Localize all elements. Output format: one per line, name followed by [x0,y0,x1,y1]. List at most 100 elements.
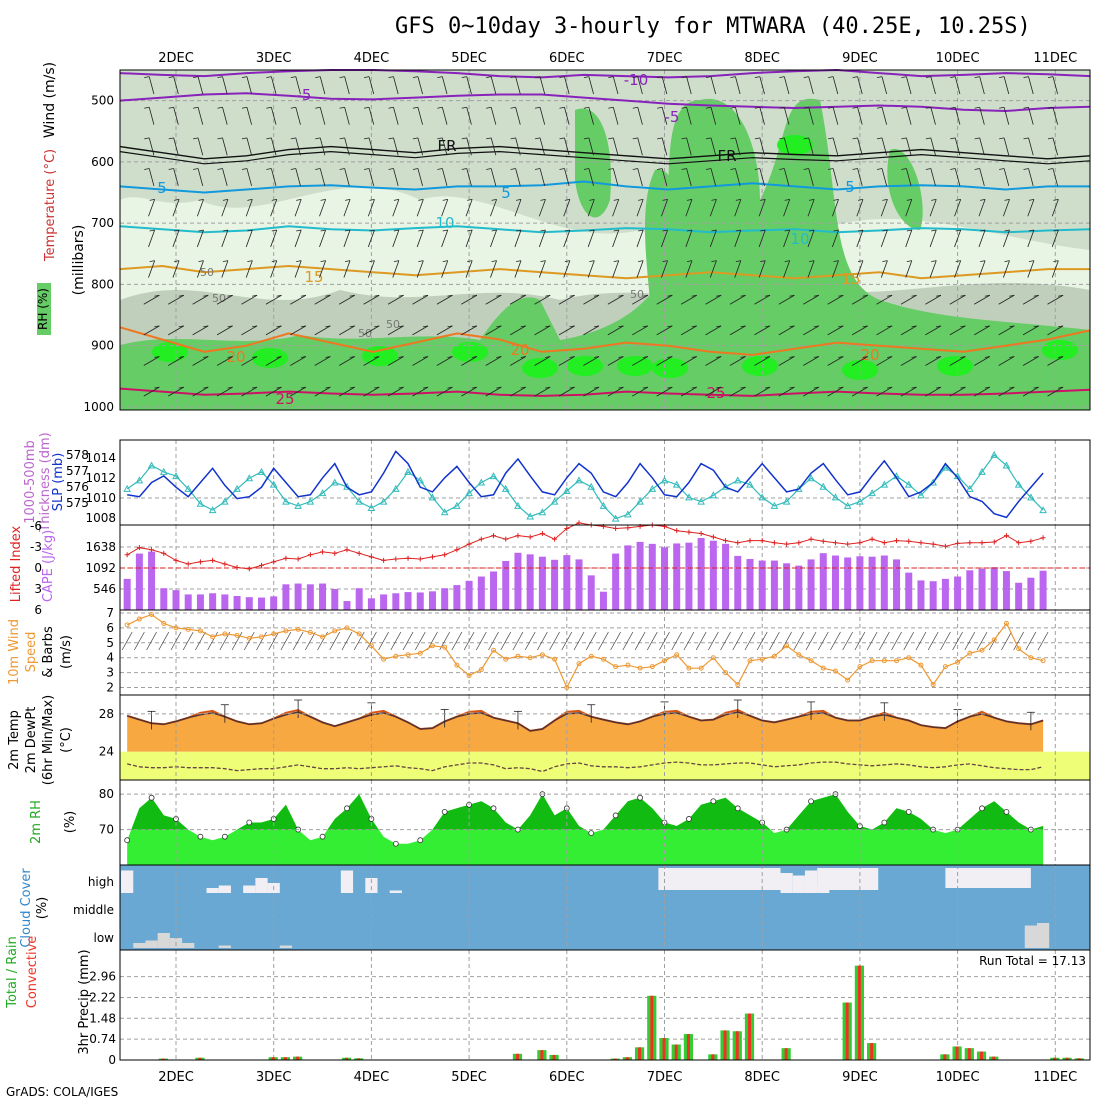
wind-barb [368,137,375,156]
wind-barb [978,199,986,217]
wind10-point [588,653,594,659]
slp-axis-label: SLP (mb) [51,453,66,512]
thickness-point [1027,493,1035,501]
wind10-point [210,634,216,640]
wind-barb-flag [779,106,785,109]
wind-barb [832,260,839,278]
li-point [967,540,973,546]
thickness-point [904,480,913,488]
wind-barb-flag [589,198,595,201]
wind-barb [856,199,864,217]
wind-barb [783,168,790,187]
wind-barb [192,386,209,397]
thickness-point [990,450,999,458]
wind-barb-flag [760,198,766,201]
wind-barb [1022,356,1039,366]
li-point [832,540,838,546]
wind-barb [705,386,722,397]
wind-barb [759,107,765,125]
wind10-point [967,650,973,656]
wind-barb-flag [828,106,834,109]
li-point [625,525,631,531]
cape-bar [807,559,815,610]
wind-barb-flag [906,260,912,263]
cape-bar [294,583,302,610]
wind-barb-flag [803,137,809,140]
thickness-point [672,480,681,488]
wind-barb-flag [705,168,712,170]
rh2m-point [197,833,204,840]
cape-bar [758,560,766,610]
wind-barb [632,325,649,336]
wind-barb [1052,137,1059,156]
wind-barb-flag [657,137,663,140]
wind-barb-flag [716,356,722,358]
wind10-barb [708,631,719,651]
isotherm-label: 25 [706,384,725,402]
wind10-barb [695,631,707,651]
wind-barb-flag [168,168,174,170]
wind10-barb [329,631,341,651]
wind-barb [734,229,742,248]
wind-barb [857,107,863,125]
cape-bar [734,555,742,610]
wind-barb [1003,107,1010,125]
precip-convective-bar [650,995,654,1060]
cape-bar [367,598,375,610]
wind-barb [197,168,204,187]
wind-barb [417,76,423,95]
upper-wind-barbs [143,76,1064,397]
wind-barb [294,199,302,217]
wind-barb-flag [1028,260,1035,263]
wind-barb-flag [315,168,321,170]
isotherm-line [119,326,1091,356]
wind10-point [991,637,997,643]
cape-bar [135,553,143,610]
wind-barb-flag [251,294,258,297]
wind10-tick-label: 6 [106,621,114,635]
wind-barb-flag [227,325,233,328]
panels-group: 2DEC 2DEC 3DEC 3DEC 4DEC 4DEC 5DEC 5DEC 6DEC 6DEC… [5,51,1091,1085]
wind10-point [613,664,619,670]
wind-barb-flag [534,76,541,79]
wind-barb [197,137,204,156]
wind-barb [636,260,644,278]
wind-barb-flag [344,260,351,263]
wind-barb-flag [1023,137,1029,140]
precip-convective-bar [980,1051,984,1060]
wind10-point [136,616,142,622]
wind-barb-flag [882,229,888,232]
dewpt2m-axis-label: 2m DewPt [24,707,39,774]
wind-barb-flag [608,168,614,170]
thickness-point [184,484,193,492]
wind10-tick-label: 5 [106,636,114,650]
wind-barb-flag [266,106,272,109]
wind-barb-flag [149,260,155,263]
wind-barb [534,356,551,366]
cloud-cover-fill [120,865,1090,950]
wind-barb-flag [540,229,546,232]
wind-barb-flag [393,229,399,232]
wind-barb [344,76,350,95]
wind-barb [509,386,526,397]
thickness-tick-label: 575 [66,496,89,510]
wind-barb [168,325,184,336]
wind10-point [320,634,326,640]
wind-barb [290,294,307,305]
thickness-point [306,497,315,505]
wind-barb [803,294,820,305]
wind-barb-flag [813,356,819,358]
cloud-low-bar [145,940,158,948]
wind-barb-flag [642,325,648,328]
wind-barb-flag [534,168,541,170]
wind-barb-flag [344,229,351,232]
wind-barb [949,294,966,305]
wind-barb [563,229,571,248]
cloud-high-clear-bar [206,888,219,893]
cape-bar [257,597,265,610]
rh2m-point [588,830,595,837]
wind10-point [405,652,411,658]
wind-barb-flag [251,325,258,328]
cape-bar [416,592,424,610]
wind-barb-flag [422,294,429,297]
